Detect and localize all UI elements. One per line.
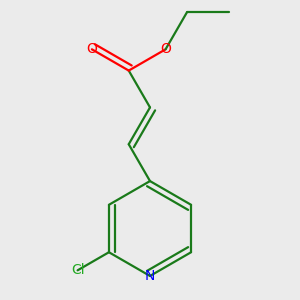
Text: O: O <box>86 42 97 56</box>
Text: Cl: Cl <box>71 263 84 277</box>
Text: N: N <box>145 269 155 283</box>
Text: O: O <box>160 42 171 56</box>
